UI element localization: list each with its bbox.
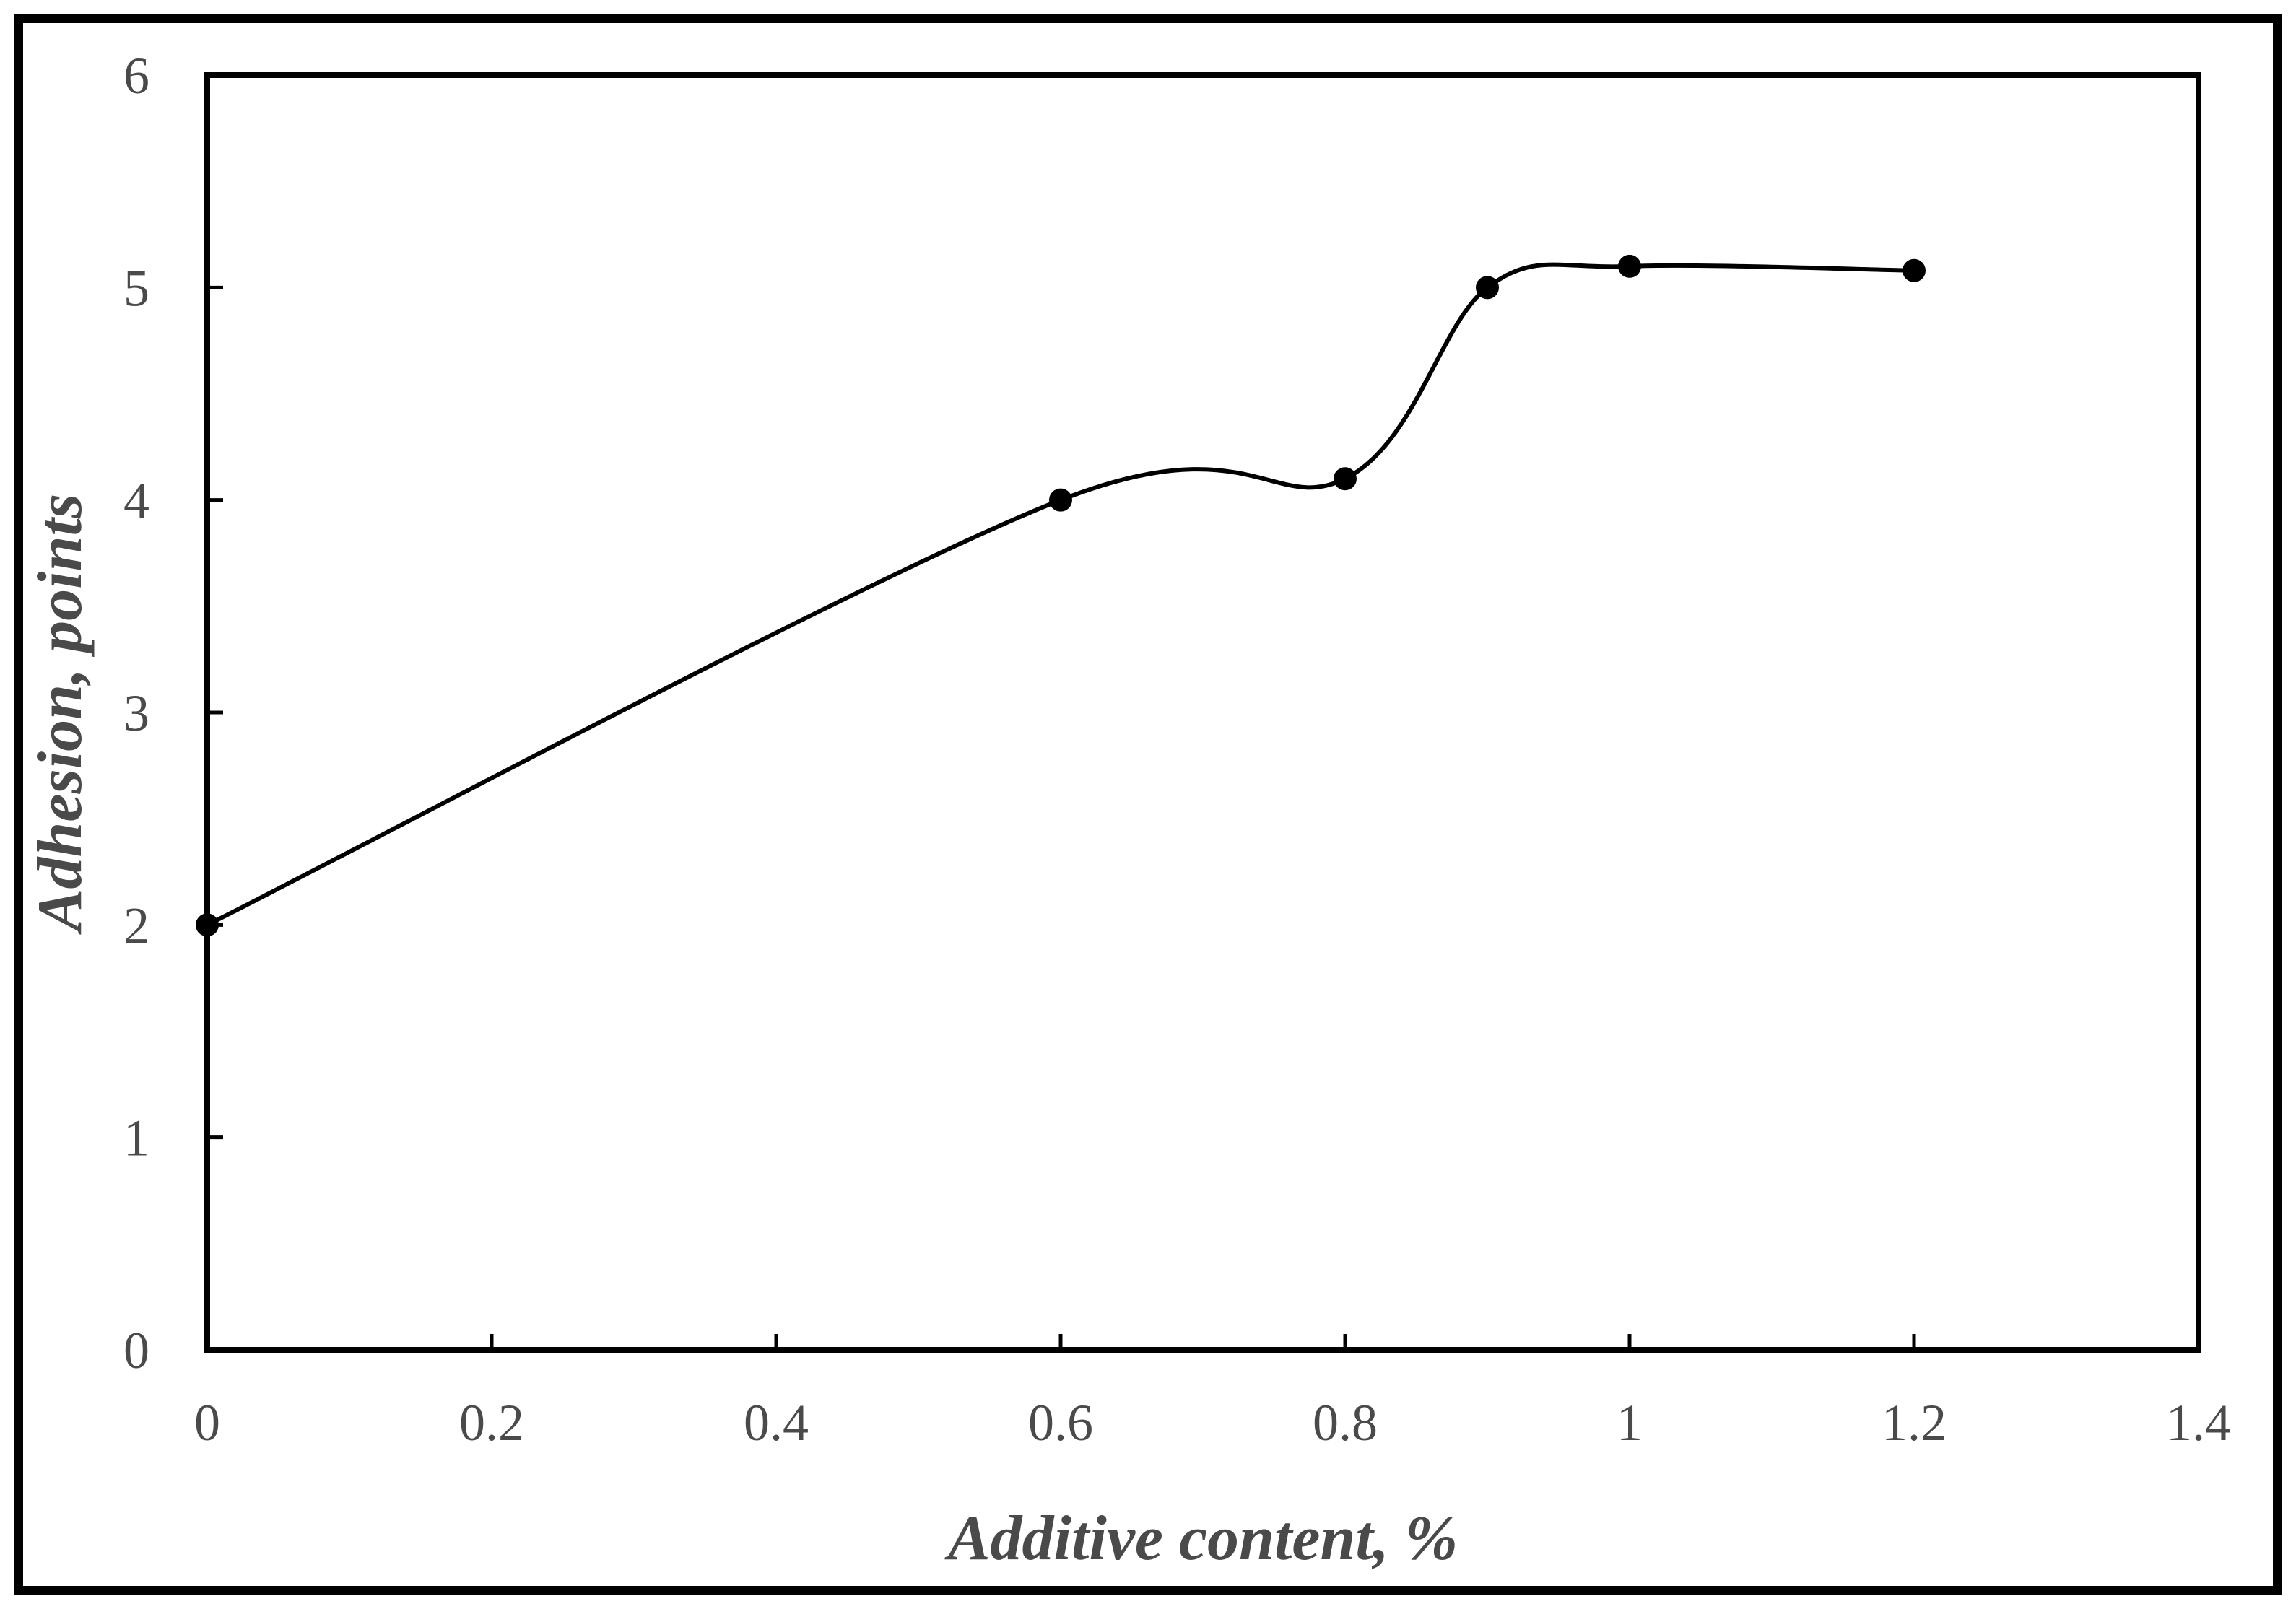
y-tick-label: 6: [123, 47, 149, 105]
x-tick-label: 0: [194, 1394, 220, 1452]
y-tick-label: 2: [123, 897, 149, 954]
data-point: [1476, 276, 1499, 300]
x-tick-label: 1: [1617, 1394, 1643, 1452]
series-layer: [196, 254, 1926, 937]
data-point: [1903, 258, 1926, 282]
plot-area: [204, 72, 2201, 1353]
x-tick-label: 1.4: [2166, 1394, 2231, 1452]
x-tick-label: 0.8: [1313, 1394, 1378, 1452]
y-axis-ticks: 0 1 2 3 4 5 6: [123, 47, 223, 1379]
y-tick-label: 1: [123, 1109, 149, 1167]
data-point: [1334, 467, 1357, 491]
x-tick-label: 1.2: [1882, 1394, 1947, 1452]
data-point: [196, 913, 219, 937]
y-tick-label: 4: [123, 472, 149, 530]
x-tick-label: 0.2: [459, 1394, 524, 1452]
x-tick-label: 0.4: [744, 1394, 809, 1452]
data-point: [1049, 488, 1072, 512]
y-axis-title: Adhesion, points: [25, 494, 95, 935]
x-tick-label: 0.6: [1028, 1394, 1093, 1452]
x-axis-title: Additive content, %: [944, 1504, 1458, 1574]
y-tick-label: 3: [123, 684, 149, 742]
x-axis-ticks: 0 0.2 0.4 0.6 0.8 1 1.2 1.4: [194, 1334, 2231, 1452]
y-tick-label: 5: [123, 259, 149, 317]
data-point: [1618, 254, 1641, 278]
y-tick-label: 0: [123, 1322, 149, 1379]
